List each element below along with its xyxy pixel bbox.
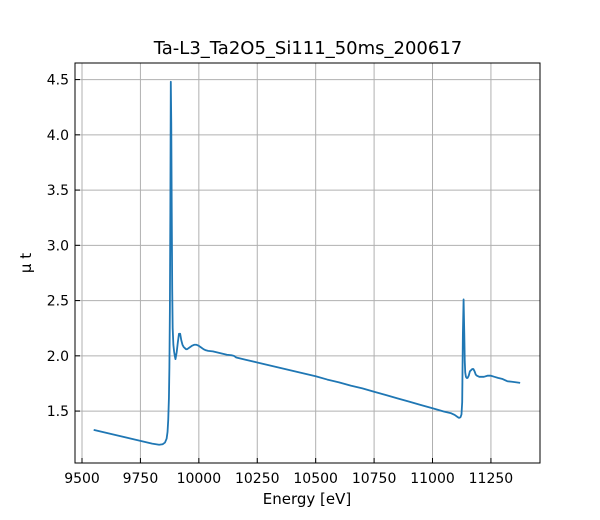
grid — [75, 63, 540, 463]
x-axis-label: Energy [eV] — [263, 490, 351, 508]
x-tick-label: 10000 — [177, 471, 222, 487]
x-tick-label: 9750 — [123, 471, 159, 487]
series-layer — [93, 80, 521, 446]
y-tick-label: 4.5 — [47, 73, 69, 89]
x-tick-label: 10500 — [293, 471, 338, 487]
x-tick-label: 11000 — [410, 471, 455, 487]
y-tick-label: 3.0 — [47, 238, 69, 254]
x-tick-label: 10250 — [235, 471, 280, 487]
series-line-0 — [93, 80, 521, 446]
plot-frame — [74, 62, 541, 464]
ticks: 9500 9750 10000 10250 10500 10750 11000 11250 1.… — [47, 73, 513, 487]
y-tick-label: 3.5 — [47, 183, 69, 199]
y-tick-label: 2.5 — [47, 294, 69, 310]
y-axis-label: μ t — [17, 253, 35, 273]
y-tick-label: 4.0 — [47, 128, 69, 144]
y-tick-label: 1.5 — [47, 404, 69, 420]
y-tick-label: 2.0 — [47, 349, 69, 365]
x-tick-label: 11250 — [469, 471, 514, 487]
x-tick-label: 10750 — [352, 471, 397, 487]
x-tick-label: 9500 — [64, 471, 100, 487]
chart-title: Ta-L3_Ta2O5_Si111_50ms_200617 — [153, 38, 462, 59]
